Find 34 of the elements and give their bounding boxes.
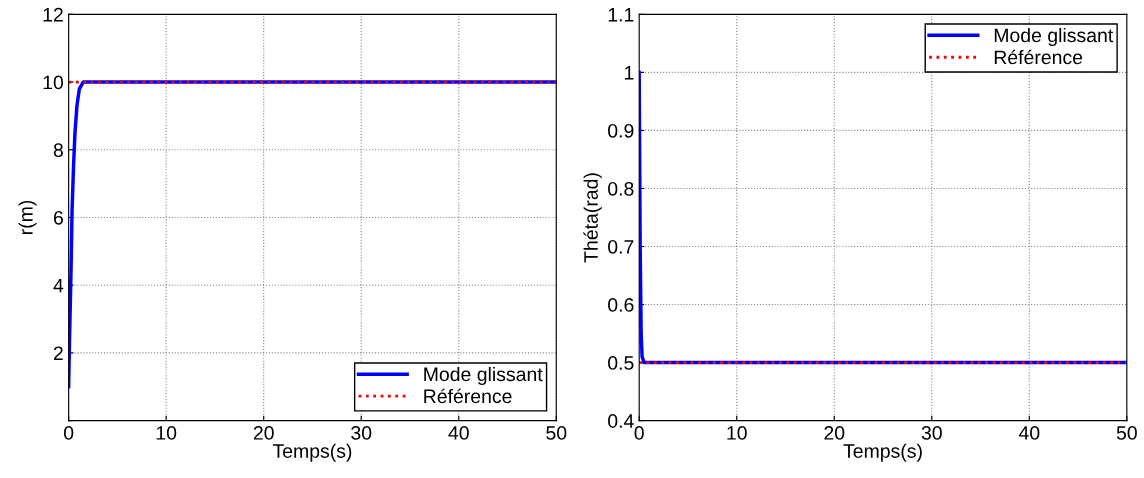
y-tick-label: 0.6: [608, 298, 634, 312]
x-tick-label: 30: [921, 426, 942, 440]
legend-label: Mode glissant: [424, 366, 543, 386]
y-tick-label: 0.5: [608, 356, 634, 370]
y-tick-label: 0.8: [608, 181, 634, 196]
y-axis-title: r(m): [18, 200, 37, 235]
x-tick-label: 10: [156, 426, 177, 440]
x-tick-label: 30: [351, 426, 372, 440]
y-tick-label: 1.1: [608, 8, 634, 22]
y-tick-label: 12: [43, 7, 63, 22]
y-axis-title: Théta(rad): [583, 173, 602, 263]
y-tick-label: 0.7: [608, 239, 634, 254]
y-tick-label: 6: [53, 210, 63, 225]
legend-label: Référence: [424, 388, 512, 404]
y-tick-label: 2: [53, 346, 63, 360]
x-axis-title: Temps(s): [843, 443, 922, 462]
y-tick-label: 8: [53, 143, 63, 158]
y-tick-label: 4: [53, 278, 64, 293]
legend-label: Référence: [994, 49, 1083, 65]
x-tick-label: 40: [1018, 426, 1040, 440]
legend-label: Mode glissant: [994, 27, 1114, 47]
x-tick-label: 0: [63, 426, 74, 440]
x-tick-label: 50: [1116, 426, 1137, 440]
x-tick-label: 10: [727, 426, 747, 440]
x-tick-label: 20: [253, 426, 274, 440]
y-tick-label: 1: [625, 66, 634, 80]
x-tick-label: 0: [634, 426, 644, 440]
y-tick-label: 10: [43, 75, 64, 90]
x-tick-label: 50: [546, 426, 567, 440]
y-tick-label: 0.9: [608, 123, 634, 138]
x-tick-label: 20: [824, 426, 845, 440]
y-tick-label: 0.4: [608, 414, 634, 428]
x-axis-title: Temps(s): [272, 443, 352, 462]
x-tick-label: 40: [448, 426, 469, 440]
